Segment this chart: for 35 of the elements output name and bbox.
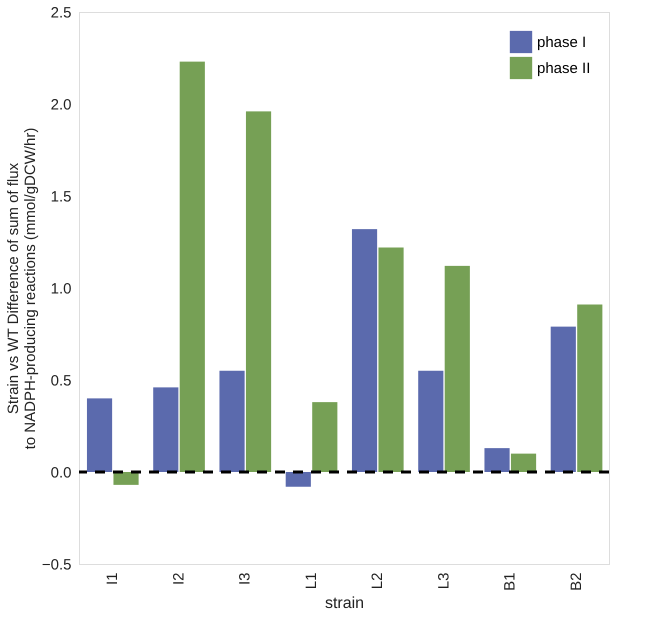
bar — [312, 402, 338, 472]
x-axis-title: strain — [324, 594, 364, 612]
y-tick-label: 1.5 — [50, 188, 72, 206]
y-tick-label: 1.0 — [50, 280, 72, 298]
legend-label: phase II — [537, 60, 590, 77]
y-tick-label: 0.0 — [50, 464, 72, 482]
x-tick-label: I3 — [236, 572, 254, 586]
x-tick-label: L1 — [302, 572, 320, 590]
bar — [577, 304, 602, 472]
x-tick-label: I2 — [170, 572, 188, 586]
bar — [246, 111, 272, 472]
bar — [153, 387, 178, 472]
bar — [352, 229, 378, 472]
x-tick-label: L3 — [435, 572, 452, 590]
legend-label: phase I — [537, 34, 586, 51]
bar — [444, 266, 470, 472]
bar — [378, 248, 404, 472]
bar — [286, 472, 311, 487]
y-tick-label: −0.5 — [42, 556, 72, 574]
x-tick-label: B2 — [568, 572, 585, 591]
x-tick-label: L2 — [369, 572, 386, 590]
y-tick-label: 2.5 — [50, 4, 72, 22]
y-tick-label: 2.0 — [50, 96, 72, 114]
bar — [550, 326, 576, 472]
bar — [510, 454, 536, 472]
bar — [484, 448, 510, 472]
bar — [86, 398, 112, 472]
bar — [219, 370, 245, 472]
bar — [180, 62, 205, 472]
x-tick-label: B1 — [502, 572, 519, 591]
bar — [418, 370, 444, 472]
x-tick-label: I1 — [104, 572, 122, 586]
y-tick-label: 0.5 — [50, 372, 72, 390]
bar — [113, 472, 139, 485]
y-axis-title: Strain vs WT Difference of sum of flux to NADPH-producing reactions (mmol/gDCW/hr) — [4, 128, 39, 450]
